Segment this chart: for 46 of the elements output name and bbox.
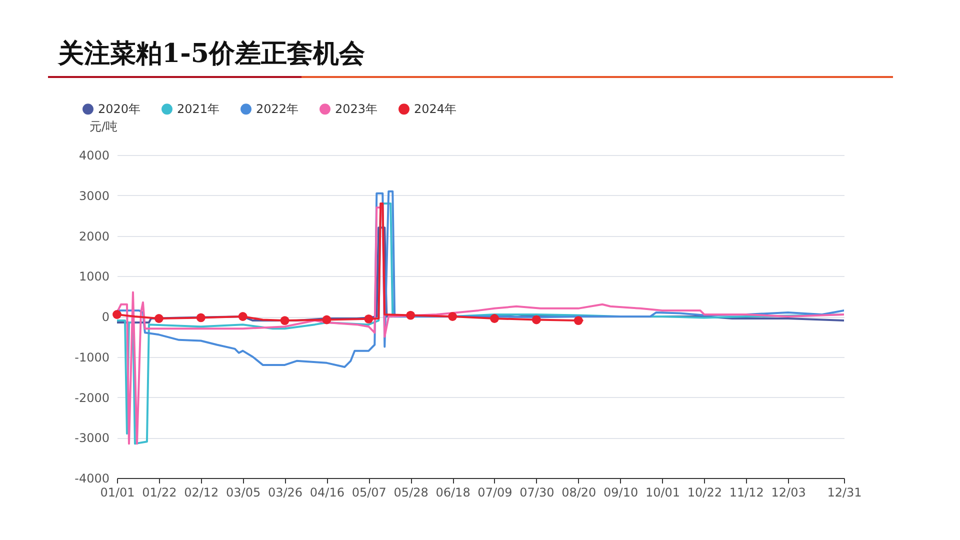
x-tick-label: 07/30: [520, 486, 554, 500]
x-tick-label: 03/26: [268, 486, 303, 500]
x-tick-label: 08/20: [562, 486, 596, 500]
y-tick-label: -1000: [74, 350, 110, 364]
y-axis-title: 元/吨: [90, 120, 118, 134]
x-tick-label: 02/12: [184, 486, 219, 500]
x-tick-label: 12/31: [827, 486, 862, 500]
x-tick-label: 01/22: [142, 486, 177, 500]
x-tick-label: 07/09: [478, 486, 512, 500]
point: [364, 314, 374, 324]
x-tick-label: 03/05: [226, 486, 261, 500]
y-tick-label: -2000: [74, 390, 110, 405]
point: [322, 315, 332, 324]
x-tick-label: 04/16: [310, 486, 345, 500]
legend-label: 2023年: [335, 102, 378, 116]
point: [490, 314, 499, 323]
point: [574, 316, 583, 325]
point: [196, 313, 206, 322]
x-tick-label: 01/01: [100, 486, 135, 500]
legend-label: 2020年: [98, 102, 141, 116]
y-tick-label: 1000: [78, 270, 110, 284]
legend-label: 2022年: [256, 102, 299, 116]
point: [406, 310, 416, 320]
y-tick-label: 4000: [78, 148, 110, 162]
point: [154, 314, 164, 323]
y-tick-label: 2000: [78, 229, 110, 244]
x-tick-label: 05/28: [394, 486, 428, 500]
point: [280, 316, 290, 325]
x-tick-label: 12/03: [771, 486, 806, 500]
chart-title: 关注菜粕1-5价差正套机会: [58, 38, 365, 71]
y-tick-label: 0: [102, 310, 110, 324]
x-tick-label: 09/10: [604, 486, 638, 500]
y-tick-label: -3000: [74, 431, 110, 446]
point: [238, 312, 248, 321]
legend-label: 2024年: [414, 102, 457, 116]
point: [532, 315, 541, 324]
legend-label: 2021年: [177, 102, 220, 116]
x-tick-label: 10/22: [687, 486, 722, 500]
x-tick-label: 10/01: [645, 486, 680, 500]
x-tick-label: 11/12: [729, 486, 764, 500]
point: [112, 310, 122, 319]
y-tick-label: -4000: [74, 472, 110, 486]
x-tick-label: 05/07: [352, 486, 386, 500]
point: [448, 312, 458, 321]
x-tick-label: 06/18: [436, 486, 470, 500]
y-tick-label: 3000: [78, 188, 110, 203]
